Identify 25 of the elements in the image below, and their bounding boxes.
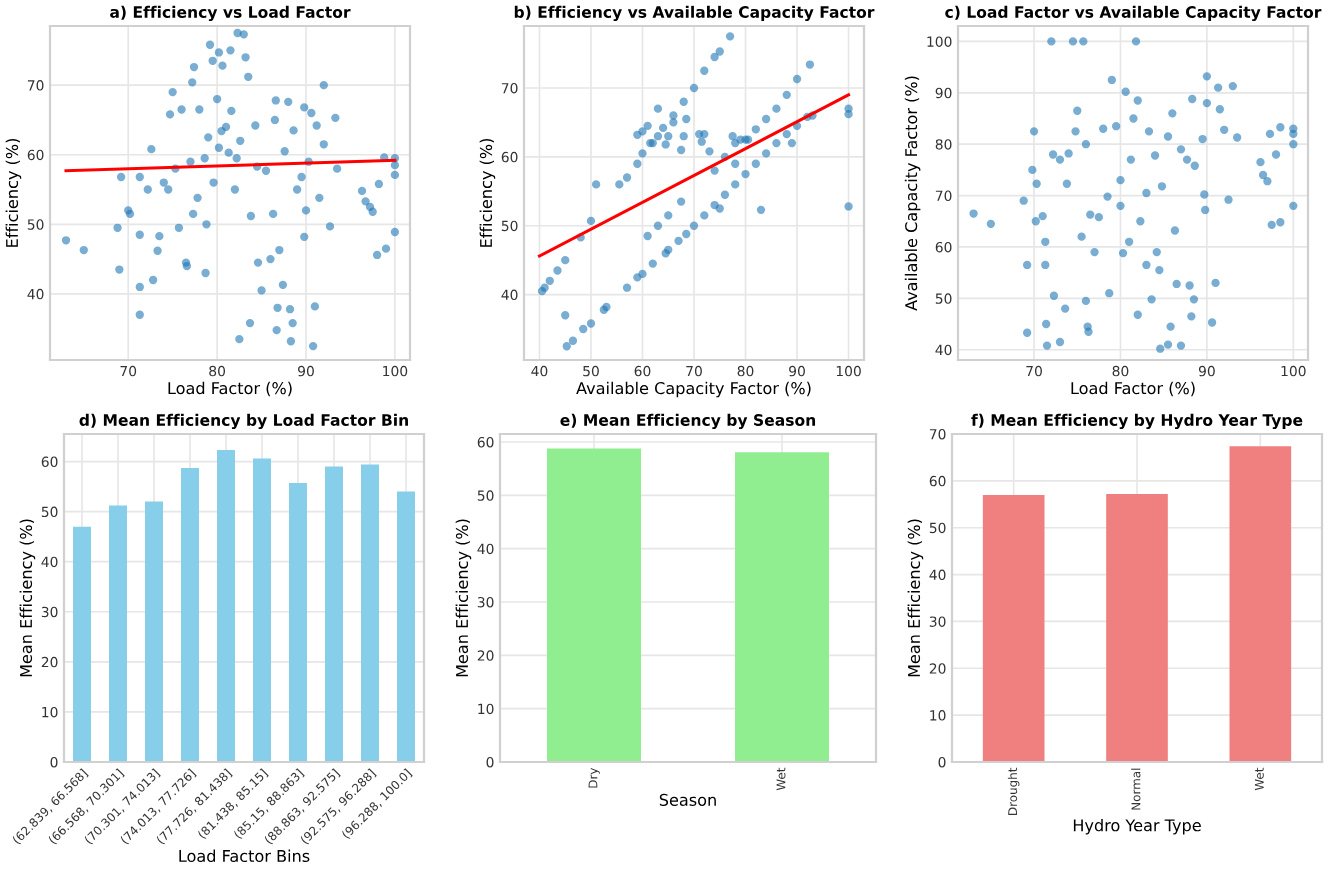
y-axis-title: Efficiency (%) [479, 138, 496, 247]
bar [217, 450, 235, 762]
bar [1106, 493, 1168, 762]
bar [982, 494, 1045, 762]
y-axis-title: Available Capacity Factor (%) [904, 76, 921, 311]
bar [361, 464, 379, 762]
y-axis-title: Mean Efficiency (%) [19, 519, 36, 677]
y-axis-title: Mean Efficiency (%) [907, 519, 924, 677]
y-axis-title: Mean Efficiency (%) [455, 519, 472, 677]
bar [73, 526, 91, 762]
bar [289, 483, 307, 762]
bar [1229, 446, 1292, 762]
x-axis-title: Season [659, 793, 716, 806]
bar [181, 468, 199, 762]
bar [145, 501, 163, 762]
x-axis-title: Hydro Year Type [1073, 818, 1201, 835]
y-axis-title: Efficiency (%) [5, 138, 22, 247]
x-axis-title: Load Factor (%) [1071, 381, 1195, 397]
x-axis-title: Load Factor (%) [168, 381, 292, 397]
bar [109, 505, 127, 762]
bar [253, 458, 271, 762]
x-axis-title: Available Capacity Factor (%) [576, 381, 811, 398]
x-axis-title: Load Factor Bins [179, 849, 310, 863]
bar [325, 466, 343, 762]
bar [397, 491, 415, 762]
